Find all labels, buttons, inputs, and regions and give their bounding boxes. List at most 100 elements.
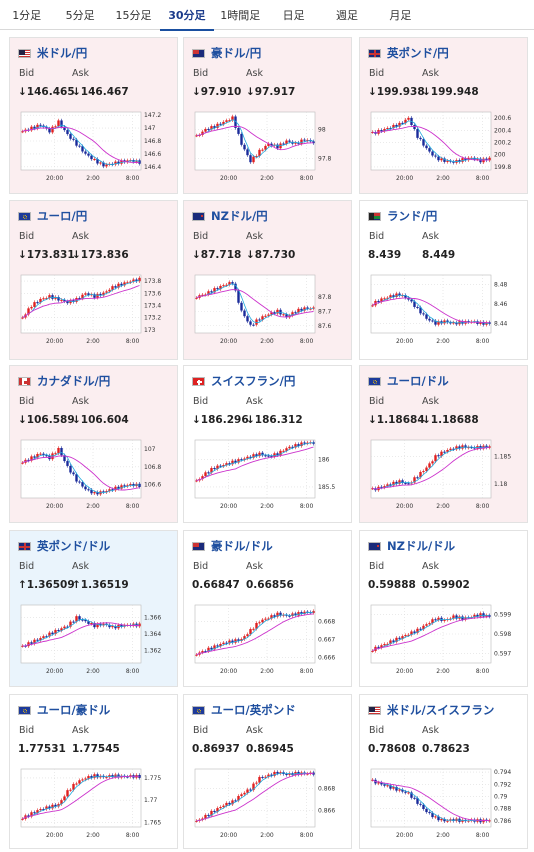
rate-card[interactable]: スイスフラン/円 Bid Ask ↓186.296 ↓186.312 20:00… (183, 365, 352, 523)
price-chart[interactable]: 20:00 2:00 8:00 1.366 1.364 1.362 (19, 601, 169, 676)
candle-body (33, 812, 36, 814)
tab-monthly[interactable]: 月足 (389, 9, 412, 22)
candle-body (422, 471, 425, 473)
price-chart[interactable]: 20:00 2:00 8:00 107 106.8 106.6 (19, 436, 169, 511)
pair-title[interactable]: ランド/円 (368, 208, 437, 224)
rate-card[interactable]: カナダドル/円 Bid Ask ↓106.589 ↓106.604 20:00 2… (9, 365, 178, 523)
candle-body (249, 789, 252, 791)
candle-body (81, 294, 84, 299)
za-flag-icon (368, 211, 381, 221)
candle-body (416, 628, 419, 633)
rate-card[interactable]: ユーロ/円 Bid Ask ↓173.831 ↓173.836 20:00 2:0… (9, 200, 178, 360)
tab-5min[interactable]: 5分足 (65, 9, 95, 22)
price-chart[interactable]: 20:00 2:00 8:00 8.48 8.46 8.44 (369, 271, 519, 346)
pair-title[interactable]: 英ポンド/ドル (18, 538, 110, 554)
candle-body (105, 164, 108, 167)
candle-body (87, 293, 90, 295)
candle-body (72, 300, 75, 302)
plot-area (370, 439, 492, 499)
rate-card[interactable]: 英ポンド/ドル Bid Ask ↑1.36509 ↑1.36519 20:00 2… (9, 530, 178, 687)
pair-title[interactable]: スイスフラン/円 (192, 373, 295, 389)
tab-1min[interactable]: 1分足 (12, 9, 42, 22)
rate-card[interactable]: 米ドル/スイスフラン Bid Ask 0.78608 0.78623 20:00… (359, 694, 528, 849)
bid-value: 8.439 (368, 249, 402, 261)
tab-daily[interactable]: 日足 (282, 9, 305, 22)
candle-body (228, 802, 231, 805)
candle-body (78, 616, 81, 620)
candle-body (407, 634, 410, 636)
candle-body (386, 785, 389, 787)
price-chart[interactable]: 20:00 2:00 8:00 98 97.8 (193, 108, 343, 183)
candle-body (90, 776, 93, 778)
y-tick-label: 0.597 (494, 650, 511, 657)
rate-card[interactable]: NZドル/ドル Bid Ask 0.59888 0.59902 20:00 2:0… (359, 530, 528, 687)
pair-title[interactable]: カナダドル/円 (18, 373, 110, 389)
tab-1hour[interactable]: 1時間足 (220, 9, 261, 22)
tab-15min[interactable]: 15分足 (115, 9, 152, 22)
price-chart[interactable]: 20:00 2:00 8:00 0.668 0.667 0.666 (193, 601, 343, 676)
candle-body (30, 306, 33, 309)
price-chart[interactable]: 20:00 2:00 8:00 1.185 1.18 (369, 436, 519, 511)
rate-card[interactable]: 米ドル/円 Bid Ask ↓146.465 ↓146.467 20:00 2:0… (9, 37, 178, 194)
candle-body (416, 477, 419, 479)
candle-body (458, 160, 461, 162)
y-tick-label: 87.8 (318, 294, 332, 301)
candle-body (105, 490, 108, 493)
pair-title[interactable]: 豪ドル/円 (192, 45, 261, 61)
candle-body (452, 448, 455, 450)
price-chart[interactable]: 20:00 2:00 8:00 186 185.5 (193, 436, 343, 511)
y-tick-label: 147.2 (144, 112, 161, 119)
ma-long-line (22, 126, 140, 164)
price-chart[interactable]: 20:00 2:00 8:00 0.599 0.598 0.597 (369, 601, 519, 676)
ask-value: ↓106.604 (72, 414, 129, 426)
candle-body (419, 628, 422, 630)
pair-title[interactable]: 米ドル/円 (18, 45, 87, 61)
price-chart[interactable]: 20:00 2:00 8:00 200.6 200.4 200.2 200 199.8 (369, 108, 519, 183)
pair-title[interactable]: ユーロ/豪ドル (18, 702, 110, 718)
candle-body (264, 455, 267, 457)
candle-body (261, 149, 264, 151)
tab-30min[interactable]: 30分足 (160, 0, 214, 31)
pair-title[interactable]: NZドル/ドル (368, 538, 455, 554)
candle-body (207, 291, 210, 295)
rate-card[interactable]: ランド/円 Bid Ask 8.439 8.449 20:00 2:00 8:00 8… (359, 200, 528, 360)
candle-body (258, 622, 261, 624)
pair-title[interactable]: 英ポンド/円 (368, 45, 449, 61)
price-chart[interactable]: 20:00 2:00 8:00 87.8 87.7 87.6 (193, 271, 343, 346)
price-chart[interactable]: 20:00 2:00 8:00 1.775 1.77 1.765 (19, 765, 169, 840)
rate-card[interactable]: ユーロ/ドル Bid Ask ↓1.18684 ↓1.18688 20:00 2:… (359, 365, 528, 523)
rate-card[interactable]: ユーロ/英ポンド Bid Ask 0.86937 0.86945 20:00 2:… (183, 694, 352, 849)
pair-title[interactable]: 米ドル/スイスフラン (368, 702, 494, 718)
candle-body (84, 619, 87, 622)
price-chart[interactable]: 20:00 2:00 8:00 173.8 173.6 173.4 173.2 173 (19, 271, 169, 346)
price-chart[interactable]: 20:00 2:00 8:00 0.794 0.792 0.79 0.788 0.786 (369, 765, 519, 840)
price-chart[interactable]: 20:00 2:00 8:00 147.2 147 146.8 146.6 146.4 (19, 108, 169, 183)
candle-body (452, 161, 455, 163)
candle-body (33, 302, 36, 307)
pair-title[interactable]: 豪ドル/ドル (192, 538, 273, 554)
rate-card[interactable]: ユーロ/豪ドル Bid Ask 1.77531 1.77545 20:00 2:0… (9, 694, 178, 849)
y-tick-label: 173.6 (144, 290, 161, 297)
rate-card[interactable]: 豪ドル/円 Bid Ask ↓97.910 ↓97.917 20:00 2:00 8… (183, 37, 352, 194)
rate-card[interactable]: 英ポンド/円 Bid Ask ↓199.938 ↓199.948 20:00 2:… (359, 37, 528, 194)
rate-card[interactable]: NZドル/円 Bid Ask ↓87.718 ↓87.730 20:00 2:00… (183, 200, 352, 360)
candle-body (63, 796, 66, 801)
y-tick-label: 0.598 (494, 631, 511, 638)
candle-body (297, 308, 300, 313)
pair-title[interactable]: ユーロ/ドル (368, 373, 449, 389)
price-chart[interactable]: 20:00 2:00 8:00 0.868 0.866 (193, 765, 343, 840)
candle-body (123, 282, 126, 286)
pair-title[interactable]: ユーロ/英ポンド (192, 702, 296, 718)
ask-value: 0.86945 (246, 743, 294, 755)
candle-body (207, 472, 210, 474)
pair-title[interactable]: ユーロ/円 (18, 208, 87, 224)
candle-body (78, 145, 81, 147)
candle-body (389, 640, 392, 644)
candle-body (228, 463, 231, 465)
pair-title[interactable]: NZドル/円 (192, 208, 268, 224)
candle-body (210, 291, 213, 293)
candle-body (392, 481, 395, 486)
x-tick-label: 8:00 (126, 175, 140, 182)
tab-weekly[interactable]: 週足 (336, 9, 359, 22)
rate-card[interactable]: 豪ドル/ドル Bid Ask 0.66847 0.66856 20:00 2:00… (183, 530, 352, 687)
